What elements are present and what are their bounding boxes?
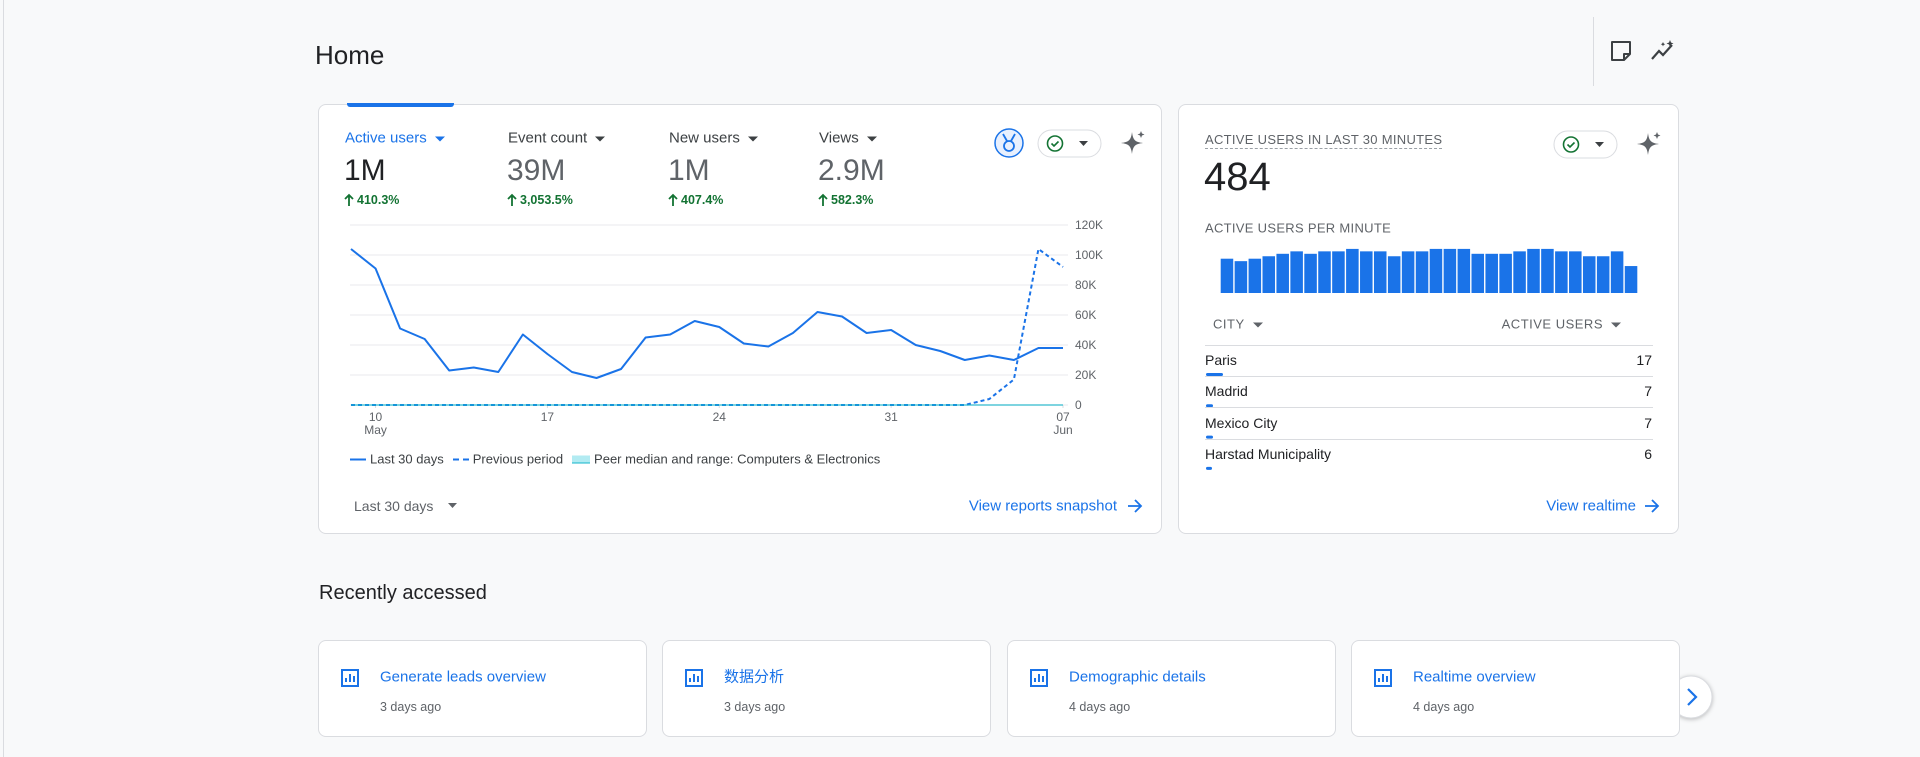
recent-time: 3 days ago <box>724 699 786 714</box>
report-icon <box>341 669 359 687</box>
x-tick-label: 10 May <box>364 410 387 437</box>
metric-change: 407.4% <box>681 192 724 207</box>
overview-card <box>318 104 1162 534</box>
recent-title[interactable]: Demographic details <box>1069 668 1206 686</box>
recent-time: 4 days ago <box>1413 699 1475 714</box>
city-name: Harstad Municipality <box>1205 445 1332 462</box>
realtime-link[interactable]: View realtime <box>1546 497 1636 515</box>
metric-change: 410.3% <box>357 192 400 207</box>
city-value: 7 <box>1644 414 1652 431</box>
table-rule <box>1205 407 1653 409</box>
recent-title[interactable]: Generate leads overview <box>380 668 546 686</box>
legend-swatch <box>350 458 366 460</box>
report-icon-shape <box>1030 669 1048 687</box>
y-tick-label: 100K <box>1075 248 1104 262</box>
report-icon <box>1374 669 1392 687</box>
legend-item: Last 30 days <box>350 453 444 466</box>
recent-card[interactable]: Generate leads overview 3 days ago <box>318 640 647 737</box>
next-chevron <box>1687 688 1698 706</box>
city-name: Mexico City <box>1205 414 1278 431</box>
y-tick-label: 20K <box>1075 368 1097 382</box>
metric-value: 2.9M <box>818 154 885 187</box>
dropdown-caret <box>434 136 445 142</box>
metric-value: 1M <box>344 154 386 187</box>
metric-name[interactable]: Event count <box>508 131 606 146</box>
realtime-card <box>1178 104 1679 534</box>
realtime-value: 484 <box>1204 155 1271 199</box>
table-rule <box>1205 438 1653 440</box>
report-icon-shape <box>1374 669 1392 687</box>
metric-name[interactable]: New users <box>669 131 758 146</box>
insights-icon[interactable] <box>1650 39 1678 63</box>
metric-name[interactable]: Views <box>819 131 877 146</box>
recent-time: 3 days ago <box>380 699 442 714</box>
legend-item: Previous period <box>452 451 564 467</box>
recent-title[interactable]: 数据分析 <box>724 668 785 686</box>
table-header[interactable]: CITY <box>1213 318 1263 331</box>
city-value: 17 <box>1636 352 1652 368</box>
recent-card[interactable]: 数据分析 3 days ago <box>662 640 991 737</box>
recent-time: 4 days ago <box>1069 699 1131 714</box>
report-icon-shape <box>685 669 703 687</box>
metric-value: 1M <box>668 154 710 187</box>
realtime-title: ACTIVE USERS IN LAST 30 MINUTES <box>1205 132 1443 149</box>
report-icon-shape <box>341 669 359 687</box>
divider <box>1593 17 1594 86</box>
y-tick-label: 40K <box>1075 338 1097 352</box>
dropdown-caret <box>1252 322 1263 328</box>
dropdown-caret <box>1611 322 1621 328</box>
x-tick-label: 24 <box>712 410 726 424</box>
legend-label: Peer median and range: Computers & Elect… <box>594 451 881 467</box>
y-tick-label: 120K <box>1075 218 1104 232</box>
table-rule <box>1205 345 1653 346</box>
metric-name[interactable]: Active users <box>345 131 445 146</box>
legend-swatch <box>452 458 469 460</box>
section-title: Recently accessed <box>319 582 487 604</box>
table-rule <box>1205 376 1653 377</box>
recent-card[interactable]: Demographic details 4 days ago <box>1007 640 1336 737</box>
city-value: 7 <box>1644 383 1652 400</box>
date-range[interactable]: Last 30 days <box>354 498 434 514</box>
y-tick-label: 80K <box>1075 278 1097 292</box>
dropdown-caret <box>866 136 877 142</box>
recent-title[interactable]: Realtime overview <box>1413 668 1536 686</box>
legend-label: Last 30 days <box>370 451 444 467</box>
report-icon <box>1030 669 1048 687</box>
notes-icon[interactable] <box>1609 39 1633 63</box>
metric-value: 39M <box>507 154 566 187</box>
dropdown-caret <box>747 136 758 142</box>
legend-label: Previous period <box>472 451 564 467</box>
x-tick-label: 31 <box>884 410 898 424</box>
legend: Last 30 days Previous period Peer median a… <box>350 453 880 466</box>
table-header[interactable]: ACTIVE USERS <box>1502 318 1621 331</box>
y-tick-label: 0 <box>1075 398 1082 412</box>
page-title: Home <box>315 40 385 70</box>
left-border <box>3 0 4 757</box>
metric-change: 582.3% <box>831 192 874 207</box>
x-tick-label: 17 <box>540 410 555 424</box>
city-name: Paris <box>1205 352 1237 368</box>
y-tick-label: 60K <box>1075 308 1097 322</box>
reports-link[interactable]: View reports snapshot <box>968 497 1117 515</box>
recent-card[interactable]: Realtime overview 4 days ago <box>1351 640 1680 737</box>
city-name: Madrid <box>1205 383 1248 400</box>
city-value: 6 <box>1644 445 1652 462</box>
chart-title: ACTIVE USERS PER MINUTE <box>1205 220 1392 236</box>
legend-item: Peer median and range: Computers & Elect… <box>572 453 880 466</box>
metric-change: 3,053.5% <box>520 192 573 207</box>
legend-swatch <box>572 455 591 463</box>
report-icon <box>685 669 703 687</box>
dropdown-caret <box>595 136 606 142</box>
x-tick-label: 07 Jun <box>1053 410 1073 437</box>
active-tab-indicator <box>347 103 454 107</box>
